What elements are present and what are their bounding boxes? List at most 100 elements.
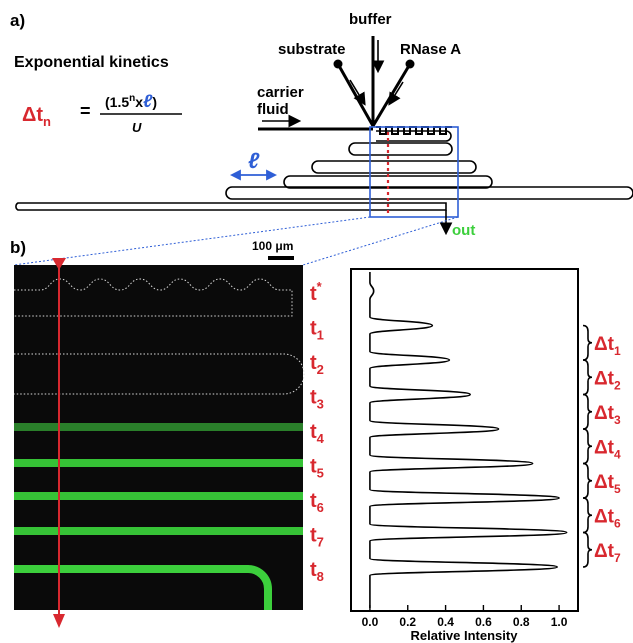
time-label-sub: 6	[317, 500, 324, 515]
eq-num-x: x	[135, 94, 143, 110]
interval-brace	[582, 359, 593, 396]
time-label-sub: 1	[317, 328, 324, 343]
interval-brace	[582, 324, 593, 361]
eq-subscript-n: n	[43, 114, 51, 129]
x-tick-label: 0.6	[475, 615, 492, 629]
eq-num-open: (1.5	[105, 94, 129, 110]
interval-label-sub: 3	[614, 413, 621, 427]
interval-brace	[582, 497, 593, 534]
interval-label: Δt3	[594, 403, 621, 427]
interval-label-sub: 5	[614, 482, 621, 496]
interval-label: Δt5	[594, 472, 621, 496]
substrate-inlet-dot	[333, 59, 343, 69]
interval-label-main: Δt	[594, 334, 615, 355]
intensity-plot: 0.0 0.2 0.4 0.6 0.8 1.0 Relative Intensity	[350, 268, 579, 643]
x-tick-label: 0.0	[362, 615, 379, 629]
time-label-sub: 7	[317, 535, 324, 550]
x-tick-label: 0.4	[437, 615, 454, 629]
interval-brace	[582, 531, 593, 568]
panel-a-label: a)	[10, 11, 25, 30]
time-label-main: t	[310, 387, 317, 409]
ell-label: ℓ	[248, 148, 260, 173]
x-axis-label: Relative Intensity	[411, 628, 519, 643]
interval-label-main: Δt	[594, 437, 615, 458]
kinetics-equation: Δtn = (1.5nxℓ) U	[22, 91, 182, 135]
time-label-main: t	[310, 456, 317, 478]
green-channel-5	[14, 565, 272, 610]
fluorescence-micrograph	[14, 258, 305, 628]
interval-label: Δt4	[594, 437, 621, 461]
intensity-trace	[369, 272, 568, 608]
buffer-label: buffer	[349, 11, 392, 28]
carrier-label-1: carrier	[257, 84, 304, 101]
time-label-sup: *	[317, 279, 323, 294]
rnase-inlet-dot	[405, 59, 415, 69]
zoom-region-box	[369, 126, 459, 218]
zoom-connector-left	[13, 216, 371, 266]
time-label-main: t	[310, 559, 317, 581]
panel-a-title: Exponential kinetics	[14, 54, 169, 71]
interval-label-main: Δt	[594, 368, 615, 389]
eq-delta-t: Δt	[22, 104, 43, 126]
time-label: t*	[310, 279, 323, 305]
svg-text:=: =	[80, 101, 91, 121]
interval-label: Δt7	[594, 541, 621, 565]
channel-outline-2	[14, 353, 305, 395]
red-arrow-head-bottom	[53, 614, 65, 628]
time-label-main: t	[310, 318, 317, 340]
interval-brace	[582, 462, 593, 499]
time-label-sub: 2	[317, 362, 324, 377]
time-label: t4	[310, 421, 325, 446]
interval-label-sub: 4	[614, 447, 621, 461]
red-arrow-head-top	[52, 258, 66, 270]
time-label-main: t	[310, 352, 317, 374]
x-tick-label: 0.2	[399, 615, 416, 629]
time-label: t7	[310, 525, 324, 550]
time-label: t6	[310, 490, 324, 515]
time-label-sub: 3	[317, 397, 324, 412]
interval-label: Δt2	[594, 368, 621, 392]
interval-label-sub: 7	[614, 551, 621, 565]
time-label-sub: 4	[317, 431, 325, 446]
panel-b-label: b)	[10, 238, 26, 257]
carrier-label-2: fluid	[257, 101, 289, 118]
time-label-main: t	[310, 283, 317, 305]
time-label-main: t	[310, 525, 317, 547]
interval-label: Δt6	[594, 506, 621, 530]
ell-length-arrow	[229, 169, 278, 181]
interval-label-sub: 2	[614, 378, 621, 392]
time-label: t5	[310, 456, 324, 481]
time-label: t8	[310, 559, 324, 584]
interval-label-sub: 6	[614, 516, 621, 530]
plot-frame	[350, 268, 579, 612]
time-label-sub: 5	[317, 466, 324, 481]
interval-brace	[582, 428, 593, 465]
out-label: out	[452, 222, 475, 239]
scale-bar-label: 100 μm	[252, 239, 293, 253]
x-axis-ticks: 0.0 0.2 0.4 0.6 0.8 1.0	[362, 605, 568, 629]
x-tick-label: 0.8	[513, 615, 530, 629]
eq-num-close: )	[152, 94, 157, 110]
interval-label: Δt1	[594, 334, 621, 358]
time-label-main: t	[310, 490, 317, 512]
time-label-sub: 8	[317, 569, 324, 584]
rnase-label: RNase A	[400, 41, 461, 58]
scale-bar	[268, 256, 294, 260]
zoom-connector-right	[302, 216, 459, 266]
interval-label-main: Δt	[594, 506, 615, 527]
eq-num-sup: n	[129, 93, 135, 104]
delay-channel	[15, 130, 633, 211]
serpentine-outline	[14, 278, 293, 317]
time-label: t2	[310, 352, 324, 377]
interval-label-main: Δt	[594, 541, 615, 562]
eq-denominator: U	[132, 120, 142, 135]
interval-label-main: Δt	[594, 403, 615, 424]
interval-label-sub: 1	[614, 344, 621, 358]
substrate-label: substrate	[278, 41, 346, 58]
time-label-main: t	[310, 421, 317, 443]
time-label: t3	[310, 387, 324, 412]
interval-brace	[582, 393, 593, 430]
